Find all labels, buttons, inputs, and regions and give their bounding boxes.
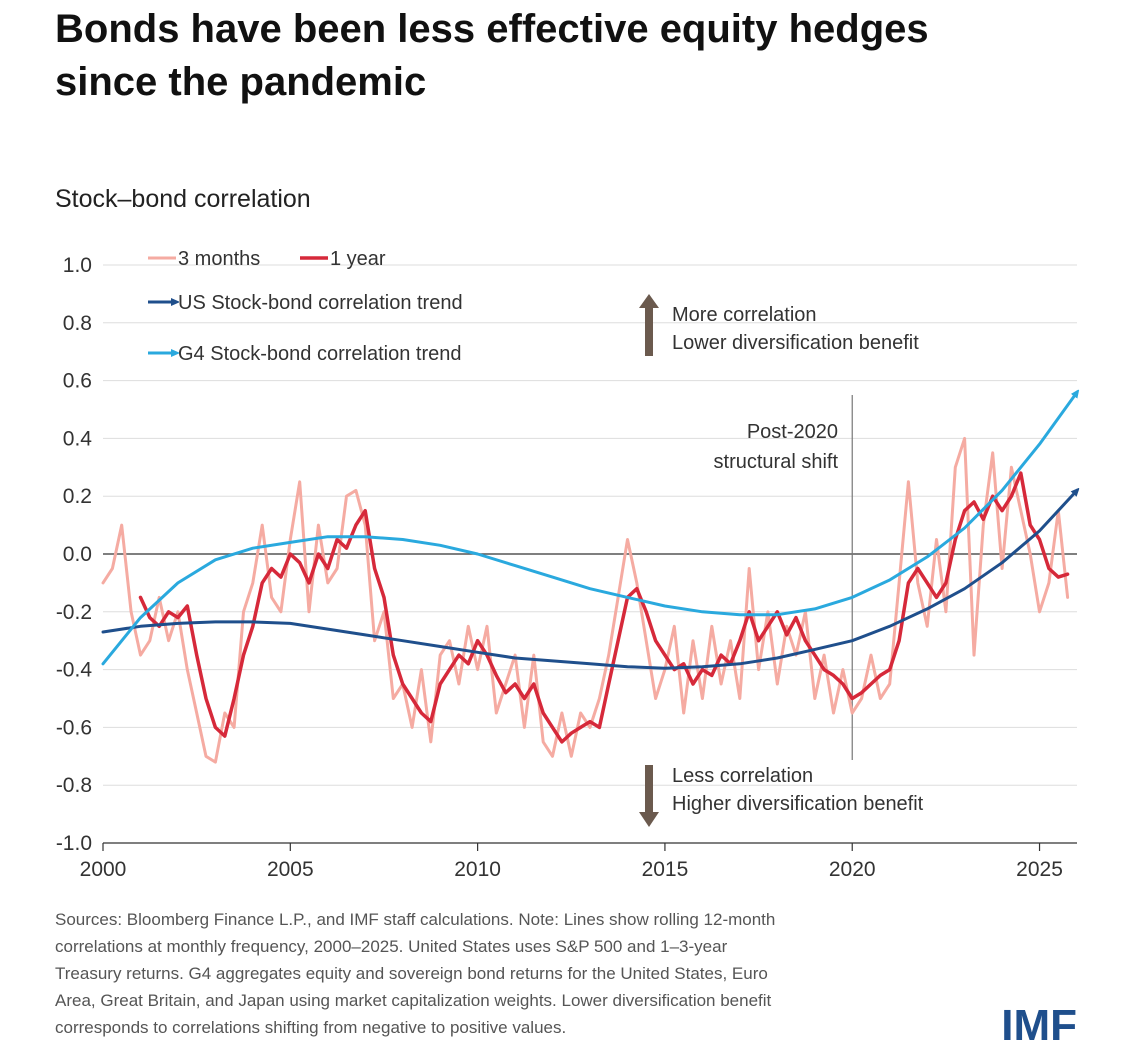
- series-line: [101, 436, 1070, 764]
- note: correlations at monthly frequency, 2000–…: [55, 937, 728, 956]
- legend-label: US Stock-bond correlation trend: [178, 292, 463, 314]
- series-line: [138, 471, 1070, 744]
- y-tick-label: 0.4: [63, 427, 93, 450]
- down-arrow: [639, 765, 659, 827]
- legend-label: 3 months: [178, 248, 260, 270]
- annotation: structural shift: [714, 451, 839, 473]
- series-line: [101, 490, 1077, 670]
- y-tick-label: -0.6: [56, 716, 92, 739]
- annotation: Post-2020: [747, 421, 838, 443]
- y-tick-label: 0.2: [63, 485, 92, 508]
- annotation: Lower diversification benefit: [672, 332, 919, 354]
- legend-label: 1 year: [330, 248, 386, 270]
- x-tick-label: 2015: [642, 858, 689, 881]
- chart-title: Bonds have been less effective equity he…: [55, 7, 929, 51]
- y-tick-label: -0.4: [56, 659, 93, 682]
- y-tick-label: -0.8: [56, 774, 92, 797]
- up-arrow: [639, 294, 659, 356]
- note: corresponds to correlations shifting fro…: [55, 1018, 566, 1037]
- note: Area, Great Britain, and Japan using mar…: [55, 991, 772, 1010]
- y-tick-label: -1.0: [56, 832, 92, 855]
- y-tick-label: -0.2: [56, 601, 92, 624]
- note: Treasury returns. G4 aggregates equity a…: [55, 964, 768, 983]
- x-tick-label: 2000: [80, 858, 127, 881]
- y-tick-label: 0.6: [63, 370, 92, 393]
- series-line: [101, 392, 1077, 666]
- y-tick-label: 1.0: [63, 254, 92, 277]
- x-tick-label: 2020: [829, 858, 876, 881]
- annotation: Less correlation: [672, 765, 813, 787]
- annotation: More correlation: [672, 304, 817, 326]
- x-tick-label: 2005: [267, 858, 314, 881]
- y-tick-label: 0.0: [63, 543, 92, 566]
- y-axis-label: Stock–bond correlation: [55, 185, 311, 213]
- logo: IMF: [1001, 1001, 1077, 1050]
- x-tick-label: 2025: [1016, 858, 1063, 881]
- x-tick-label: 2010: [454, 858, 501, 881]
- chart-title: since the pandemic: [55, 60, 426, 104]
- y-tick-label: 0.8: [63, 312, 92, 335]
- legend-label: G4 Stock-bond correlation trend: [178, 343, 462, 365]
- annotation: Higher diversification benefit: [672, 793, 924, 815]
- note: Sources: Bloomberg Finance L.P., and IMF…: [55, 910, 775, 929]
